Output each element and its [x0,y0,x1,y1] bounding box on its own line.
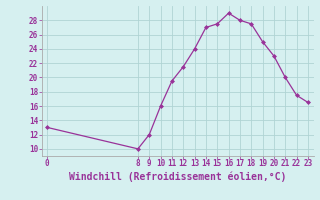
X-axis label: Windchill (Refroidissement éolien,°C): Windchill (Refroidissement éolien,°C) [69,171,286,182]
